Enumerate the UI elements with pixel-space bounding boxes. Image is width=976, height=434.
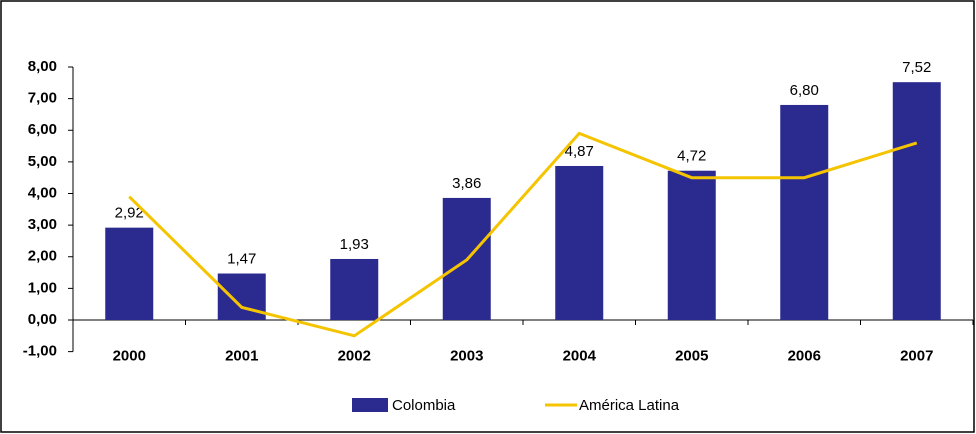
data-label: 4,72 (677, 148, 706, 165)
line (128, 131, 918, 338)
bar (667, 170, 716, 320)
data-label: 2,92 (115, 205, 144, 222)
bar (330, 258, 379, 320)
x-tick-label: 2004 (563, 348, 597, 365)
data-label: 1,93 (340, 236, 369, 253)
legend-label: América Latina (579, 397, 680, 414)
y-tick-label: 3,00 (28, 216, 57, 233)
x-tick-label: 2001 (225, 348, 258, 365)
x-tick-label: 2000 (113, 348, 146, 365)
data-label: 1,47 (227, 250, 256, 267)
bar (892, 82, 941, 321)
x-tick-label: 2006 (788, 348, 821, 365)
data-label: 4,87 (565, 143, 594, 160)
data-label: 3,86 (452, 175, 481, 192)
bar (555, 165, 604, 320)
x-tick-label: 2003 (450, 348, 483, 365)
legend-label: Colombia (392, 397, 456, 414)
y-tick-label: 0,00 (28, 311, 57, 328)
x-tick-label: 2002 (338, 348, 371, 365)
x-tick-label: 2007 (900, 348, 933, 365)
y-tick-label: -1,00 (23, 343, 57, 360)
bar (105, 227, 154, 320)
y-tick-label: 2,00 (28, 248, 57, 265)
bar (780, 104, 829, 320)
y-tick-label: 1,00 (28, 279, 57, 296)
y-tick-label: 5,00 (28, 153, 57, 170)
y-tick-label: 8,00 (28, 58, 57, 75)
data-label: 6,80 (790, 82, 819, 99)
y-tick-label: 4,00 (28, 184, 57, 201)
legend-swatch (352, 398, 388, 412)
y-tick-label: 7,00 (28, 90, 57, 107)
y-tick-label: 6,00 (28, 121, 57, 138)
x-tick-label: 2005 (675, 348, 708, 365)
data-label: 7,52 (902, 59, 931, 76)
